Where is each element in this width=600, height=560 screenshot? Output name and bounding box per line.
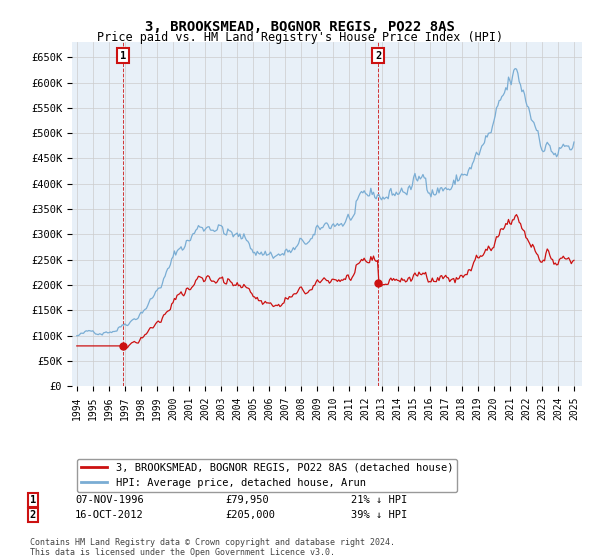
Text: 2: 2 <box>375 50 381 60</box>
Text: 1: 1 <box>120 50 126 60</box>
Text: Price paid vs. HM Land Registry's House Price Index (HPI): Price paid vs. HM Land Registry's House … <box>97 31 503 44</box>
Text: £79,950: £79,950 <box>225 495 269 505</box>
Text: £205,000: £205,000 <box>225 510 275 520</box>
Text: 21% ↓ HPI: 21% ↓ HPI <box>351 495 407 505</box>
Text: 39% ↓ HPI: 39% ↓ HPI <box>351 510 407 520</box>
Text: 16-OCT-2012: 16-OCT-2012 <box>75 510 144 520</box>
Text: 1: 1 <box>30 495 36 505</box>
Text: 2: 2 <box>30 510 36 520</box>
Legend: 3, BROOKSMEAD, BOGNOR REGIS, PO22 8AS (detached house), HPI: Average price, deta: 3, BROOKSMEAD, BOGNOR REGIS, PO22 8AS (d… <box>77 459 457 492</box>
Text: 3, BROOKSMEAD, BOGNOR REGIS, PO22 8AS: 3, BROOKSMEAD, BOGNOR REGIS, PO22 8AS <box>145 20 455 34</box>
Text: 07-NOV-1996: 07-NOV-1996 <box>75 495 144 505</box>
Text: Contains HM Land Registry data © Crown copyright and database right 2024.
This d: Contains HM Land Registry data © Crown c… <box>30 538 395 557</box>
